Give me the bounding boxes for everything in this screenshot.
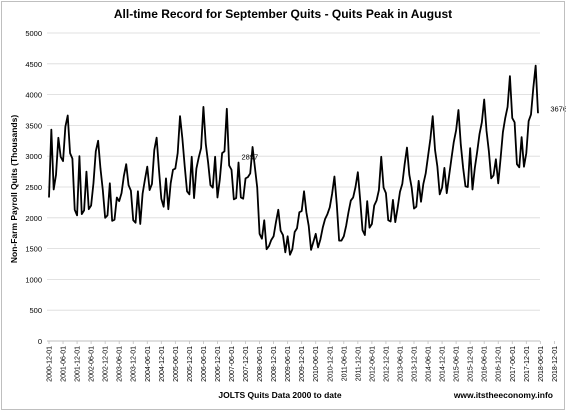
x-tick-label: 2009-12-01 — [299, 346, 306, 382]
x-axis-label: JOLTS Quits Data 2000 to date — [218, 390, 341, 400]
x-tick-label: 2009-06-01 — [285, 346, 292, 382]
annotation-layer: 289736763697 — [242, 105, 566, 162]
x-tick-label: 2010-12-01 — [327, 346, 334, 382]
x-tick-label: 2000-12-01 — [47, 346, 54, 382]
x-tick-label: 2018-12-01 — [552, 346, 559, 382]
x-tick-label: 2004-06-01 — [145, 346, 152, 382]
x-tick-label: 2011-12-01 — [355, 346, 362, 381]
x-tick-label: 2015-06-01 — [454, 346, 461, 382]
x-tick-label: 2008-12-01 — [271, 346, 278, 382]
x-tick-label: 2002-12-01 — [103, 346, 110, 382]
x-tick-label: 2010-06-01 — [313, 346, 320, 382]
x-tick-label: 2001-12-01 — [75, 346, 82, 382]
x-tick-label: 2017-06-01 — [510, 346, 517, 382]
y-axis-label: Non-Farm Payroll Quits (Thousands) — [9, 115, 19, 263]
data-label: 2897 — [242, 153, 259, 162]
x-tick-label: 2007-06-01 — [229, 346, 236, 382]
x-tick-label: 2006-12-01 — [215, 346, 222, 382]
x-tick-label: 2014-06-01 — [426, 346, 433, 382]
x-tick-label: 2015-12-01 — [468, 346, 475, 382]
axes-layer: 0 500 1000 1500 2000 2500 3000 3500 4000 4500 5000… — [25, 29, 566, 382]
x-tick-label: 2002-06-01 — [89, 346, 96, 382]
y-tick-label: 3500 — [25, 121, 42, 130]
y-tick-label: 3000 — [25, 152, 42, 161]
x-tick-label: 2013-06-01 — [397, 346, 404, 382]
x-tick-label: 2012-06-01 — [369, 346, 376, 382]
y-tick-label: 500 — [29, 306, 42, 315]
x-tick-label: 2014-12-01 — [440, 346, 447, 382]
series-layer — [48, 64, 539, 256]
y-tick-label: 4500 — [25, 60, 42, 69]
x-tick-label: 2011-06-01 — [341, 346, 348, 381]
y-tick-label: 2500 — [25, 183, 42, 192]
x-tick-label: 2018-06-01 — [538, 346, 545, 382]
x-tick-label: 2012-12-01 — [383, 346, 390, 382]
x-tick-label: 2005-06-01 — [173, 346, 180, 382]
x-tick-label: 2006-06-01 — [201, 346, 208, 382]
x-tick-label: 2005-12-01 — [187, 346, 194, 382]
x-tick-label: 2008-06-01 — [257, 346, 264, 382]
y-tick-label: 0 — [38, 337, 42, 346]
x-tick-label: 2013-12-01 — [411, 346, 418, 382]
x-tick-label: 2016-12-01 — [496, 346, 503, 382]
x-tick-label: 2003-06-01 — [117, 346, 124, 382]
y-tick-label: 1500 — [25, 245, 42, 254]
source-note: www.itstheeconomy.info — [453, 390, 553, 400]
y-tick-label: 1000 — [25, 275, 42, 284]
x-tick-label: 2007-12-01 — [243, 346, 250, 382]
x-tick-label: 2001-06-01 — [61, 346, 68, 382]
x-tick-label: 2004-12-01 — [159, 346, 166, 382]
y-tick-label: 2000 — [25, 214, 42, 223]
x-tick-label: 2003-12-01 — [131, 346, 138, 382]
x-tick-label: 2017-12-01 — [524, 346, 531, 382]
data-label: 3676 — [550, 105, 566, 114]
series-line — [48, 64, 539, 256]
x-tick-label: 2016-06-01 — [482, 346, 489, 382]
y-tick-label: 5000 — [25, 29, 42, 38]
chart-title: All-time Record for September Quits - Qu… — [114, 7, 452, 21]
y-tick-label: 4000 — [25, 91, 42, 100]
